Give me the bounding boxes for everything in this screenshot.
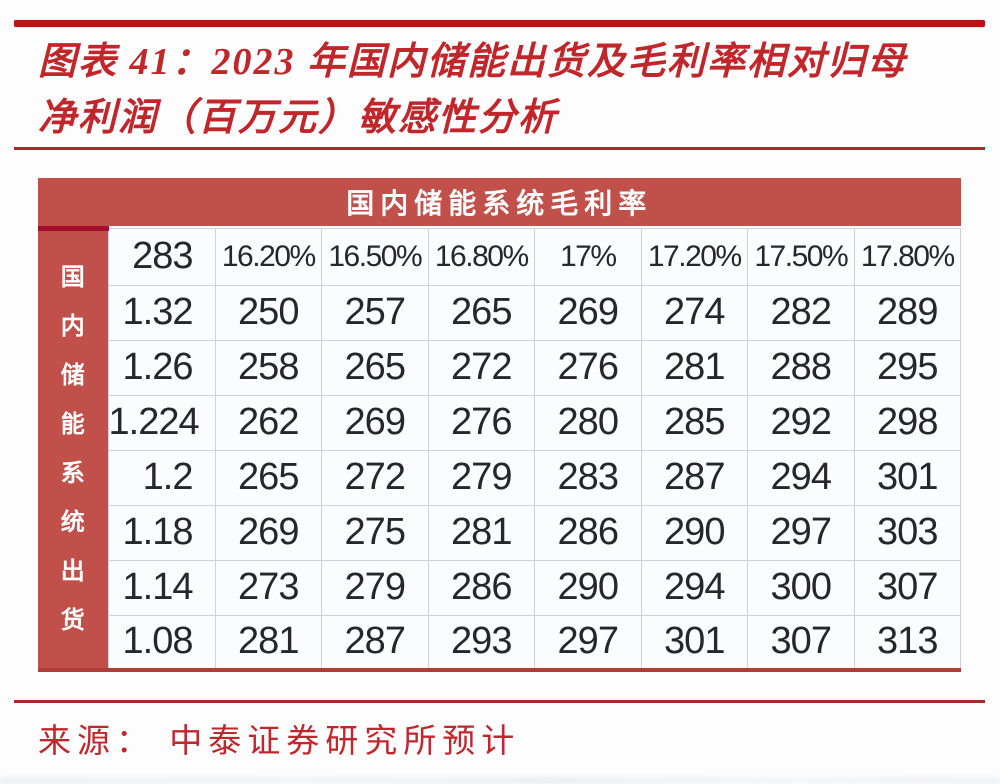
table-row: 1.2 265 272 279 283 287 294 301 [38, 449, 961, 506]
value-cell: 288 [747, 339, 855, 396]
value-cell: 307 [747, 614, 855, 671]
value-cell: 281 [214, 614, 322, 671]
value-cell: 269 [321, 394, 429, 451]
row-header-cell: 1.18 [107, 504, 216, 561]
value-cell: 282 [747, 284, 855, 341]
source-text: 来源： 中泰证券研究所预计 [38, 724, 521, 760]
cutoff-text-smudge [0, 777, 1000, 784]
value-cell: 280 [534, 394, 642, 451]
row-axis-char: 储 [60, 362, 85, 389]
figure-title-line1: 图表 41：2023 年国内储能出货及毛利率相对归母 [38, 41, 908, 83]
col-header-cell: 17.50% [747, 227, 855, 286]
table-row: 1.32 250 257 265 269 274 282 289 [38, 284, 961, 341]
value-cell: 279 [321, 559, 429, 616]
value-cell: 294 [640, 559, 748, 616]
value-cell: 257 [321, 284, 429, 341]
value-cell: 281 [640, 339, 748, 396]
value-cell: 307 [853, 559, 961, 616]
figure-title: 图表 41：2023 年国内储能出货及毛利率相对归母 净利润（百万元）敏感性分析 [38, 34, 968, 146]
table-row: 1.08 281 287 293 297 301 307 313 [38, 614, 961, 671]
value-cell: 272 [427, 339, 535, 396]
value-cell: 265 [427, 284, 535, 341]
col-header-cell: 16.80% [427, 227, 535, 286]
col-header-cell: 16.20% [214, 227, 322, 286]
row-axis-char: 系 [60, 460, 85, 487]
row-header-cell: 1.26 [107, 339, 216, 396]
value-cell: 297 [534, 614, 642, 671]
value-cell: 275 [321, 504, 429, 561]
row-axis-title: 国内储能系统出货 [38, 266, 108, 633]
value-cell: 269 [214, 504, 322, 561]
row-axis-char: 出 [60, 558, 85, 585]
value-cell: 265 [214, 449, 322, 506]
value-cell: 265 [321, 339, 429, 396]
value-cell: 276 [534, 339, 642, 396]
row-axis-char: 能 [60, 411, 85, 438]
row-header-cell: 1.32 [107, 284, 216, 341]
table-row: 1.14 273 279 286 290 294 300 307 [38, 559, 961, 616]
value-cell: 279 [427, 449, 535, 506]
row-header-cell: 1.2 [107, 449, 216, 506]
col-header-cell: 17.20% [640, 227, 748, 286]
value-cell: 262 [214, 394, 322, 451]
header-row: 国内储能系统出货 283 16.20% 16.50% 16.80% 17% 17.20%… [38, 225, 961, 670]
value-cell: 290 [640, 504, 748, 561]
title-divider-rule [14, 147, 985, 150]
value-cell: 285 [640, 394, 748, 451]
value-cell: 283 [534, 449, 642, 506]
row-axis-char: 内 [60, 313, 85, 340]
row-axis-char: 货 [60, 607, 85, 634]
sensitivity-table: 国内储能系统毛利率 国内储能系统出货 283 16.20% 16.50% 16.80… [38, 178, 961, 672]
table-row: 1.26 258 265 272 276 281 288 295 [38, 339, 961, 396]
col-header-cell: 17.80% [853, 227, 961, 286]
row-axis-char: 国 [60, 264, 85, 291]
col-header-cell: 16.50% [321, 227, 429, 286]
value-cell: 292 [747, 394, 855, 451]
value-cell: 298 [853, 394, 961, 451]
value-cell: 295 [853, 339, 961, 396]
source-divider-rule [14, 700, 985, 703]
row-axis-char: 统 [60, 509, 85, 536]
value-cell: 293 [427, 614, 535, 671]
col-header-cell: 17% [534, 227, 642, 286]
row-header-cell: 1.08 [107, 614, 216, 671]
value-cell: 269 [534, 284, 642, 341]
value-cell: 313 [853, 614, 961, 671]
value-cell: 303 [853, 504, 961, 561]
column-axis-title: 国内储能系统毛利率 [38, 178, 961, 228]
value-cell: 258 [214, 339, 322, 396]
value-cell: 297 [747, 504, 855, 561]
value-cell: 286 [427, 559, 535, 616]
top-accent-bar [14, 20, 985, 27]
value-cell: 289 [853, 284, 961, 341]
value-cell: 274 [640, 284, 748, 341]
row-axis-title-cell: 国内储能系统出货 [38, 225, 108, 670]
value-cell: 300 [747, 559, 855, 616]
value-cell: 287 [321, 614, 429, 671]
banner-row: 国内储能系统毛利率 [38, 178, 961, 228]
value-cell: 286 [534, 504, 642, 561]
value-cell: 272 [321, 449, 429, 506]
value-cell: 290 [534, 559, 642, 616]
value-cell: 281 [427, 504, 535, 561]
figure-title-line2: 净利润（百万元）敏感性分析 [38, 97, 559, 139]
table-row: 1.18 269 275 281 286 290 297 303 [38, 504, 961, 561]
value-cell: 250 [214, 284, 322, 341]
value-cell: 294 [747, 449, 855, 506]
value-cell: 287 [640, 449, 748, 506]
value-cell: 301 [853, 449, 961, 506]
value-cell: 276 [427, 394, 535, 451]
row-header-cell: 1.14 [107, 559, 216, 616]
value-cell: 273 [214, 559, 322, 616]
value-cell: 301 [640, 614, 748, 671]
row-header-cell: 1.224 [107, 394, 216, 451]
table-row: 1.224 262 269 276 280 285 292 298 [38, 394, 961, 451]
corner-base-value: 283 [107, 227, 216, 286]
